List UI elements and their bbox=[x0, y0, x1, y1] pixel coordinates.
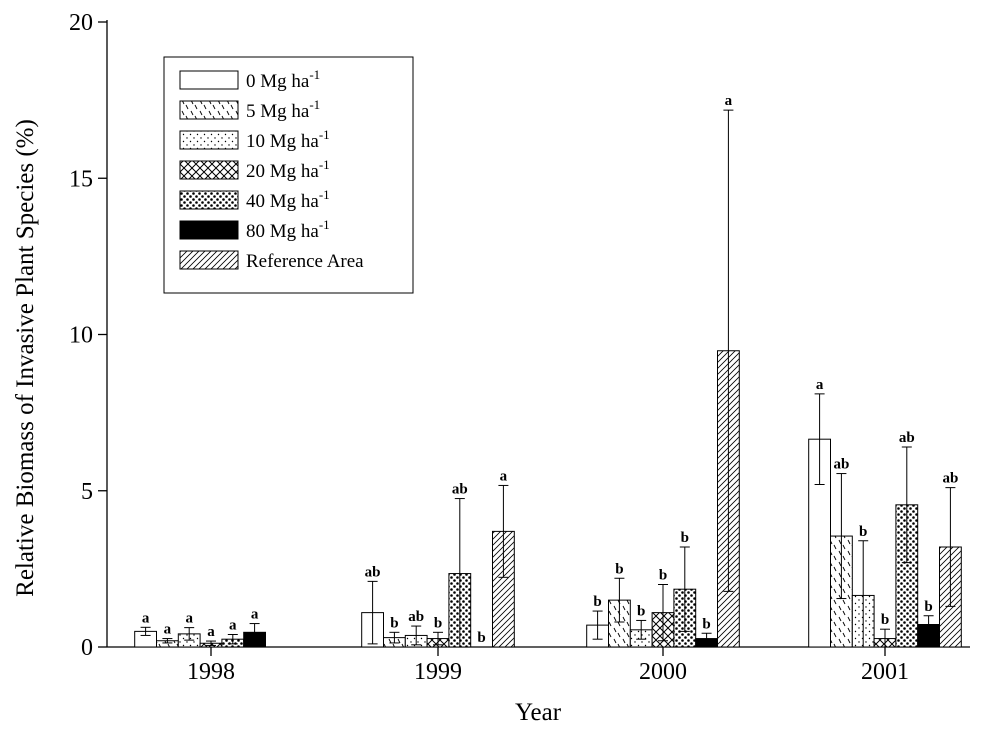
x-tick-label: 1999 bbox=[414, 659, 462, 685]
significance-label: b bbox=[859, 524, 867, 540]
significance-label: b bbox=[659, 568, 667, 584]
legend-swatch bbox=[179, 250, 239, 270]
legend-label: 80 Mg ha-1 bbox=[246, 217, 330, 242]
axes: 0 5 10 15 20 1998 1999 2000 2001 bbox=[69, 10, 970, 685]
significance-label: a bbox=[816, 377, 824, 393]
significance-label: b bbox=[702, 616, 710, 632]
legend-superscript: -1 bbox=[309, 97, 320, 112]
significance-label: b bbox=[924, 599, 932, 615]
y-axis-title: Relative Biomass of Invasive Plant Speci… bbox=[12, 119, 39, 597]
legend: 0 Mg ha-1 5 Mg ha-1 10 Mg ha-1 20 Mg ha-1 40… bbox=[163, 56, 414, 294]
significance-label: b bbox=[615, 561, 623, 577]
x-tick-label: 2001 bbox=[861, 659, 909, 685]
legend-swatch bbox=[179, 130, 239, 150]
x-axis-title: Year bbox=[515, 699, 562, 725]
significance-label: a bbox=[229, 618, 237, 634]
legend-superscript: -1 bbox=[319, 187, 330, 202]
significance-label: ab bbox=[899, 430, 915, 446]
legend-label: 20 Mg ha-1 bbox=[246, 157, 330, 182]
legend-label: 40 Mg ha-1 bbox=[246, 187, 330, 212]
legend-swatch bbox=[179, 100, 239, 120]
legend-superscript: -1 bbox=[319, 127, 330, 142]
significance-label: a bbox=[185, 611, 193, 627]
significance-label: a bbox=[725, 93, 733, 109]
legend-superscript: -1 bbox=[309, 67, 320, 82]
significance-label: b bbox=[681, 530, 689, 546]
significance-label: b bbox=[390, 615, 398, 631]
legend-superscript: -1 bbox=[319, 157, 330, 172]
significance-label: ab bbox=[452, 482, 468, 498]
legend-label: 10 Mg ha-1 bbox=[246, 127, 330, 152]
significance-label: b bbox=[881, 612, 889, 628]
x-tick-label: 1998 bbox=[187, 659, 235, 685]
x-tick-label: 2000 bbox=[639, 659, 687, 685]
legend-label: 0 Mg ha-1 bbox=[246, 67, 320, 92]
significance-label: a bbox=[251, 607, 259, 623]
significance-label: b bbox=[477, 630, 485, 646]
significance-label: a bbox=[164, 622, 172, 638]
legend-swatch bbox=[179, 220, 239, 240]
significance-label: a bbox=[500, 468, 508, 484]
significance-label: b bbox=[637, 603, 645, 619]
y-tick-label: 5 bbox=[81, 479, 93, 505]
legend-label: 5 Mg ha-1 bbox=[246, 97, 320, 122]
significance-label: ab bbox=[408, 609, 424, 625]
significance-label: ab bbox=[365, 564, 381, 580]
significance-label: a bbox=[207, 624, 215, 640]
legend-swatch bbox=[179, 190, 239, 210]
significance-label: a bbox=[142, 610, 150, 626]
legend-label: Reference Area bbox=[246, 251, 364, 272]
legend-swatch bbox=[179, 160, 239, 180]
legend-superscript: -1 bbox=[319, 217, 330, 232]
legend-swatch bbox=[179, 70, 239, 90]
y-tick-label: 20 bbox=[69, 10, 93, 36]
significance-label: ab bbox=[833, 457, 849, 473]
y-tick-label: 0 bbox=[81, 635, 93, 661]
y-tick-label: 15 bbox=[69, 166, 93, 192]
significance-label: ab bbox=[942, 471, 958, 487]
significance-label: b bbox=[593, 594, 601, 610]
significance-label: b bbox=[434, 615, 442, 631]
y-tick-label: 10 bbox=[69, 323, 93, 349]
